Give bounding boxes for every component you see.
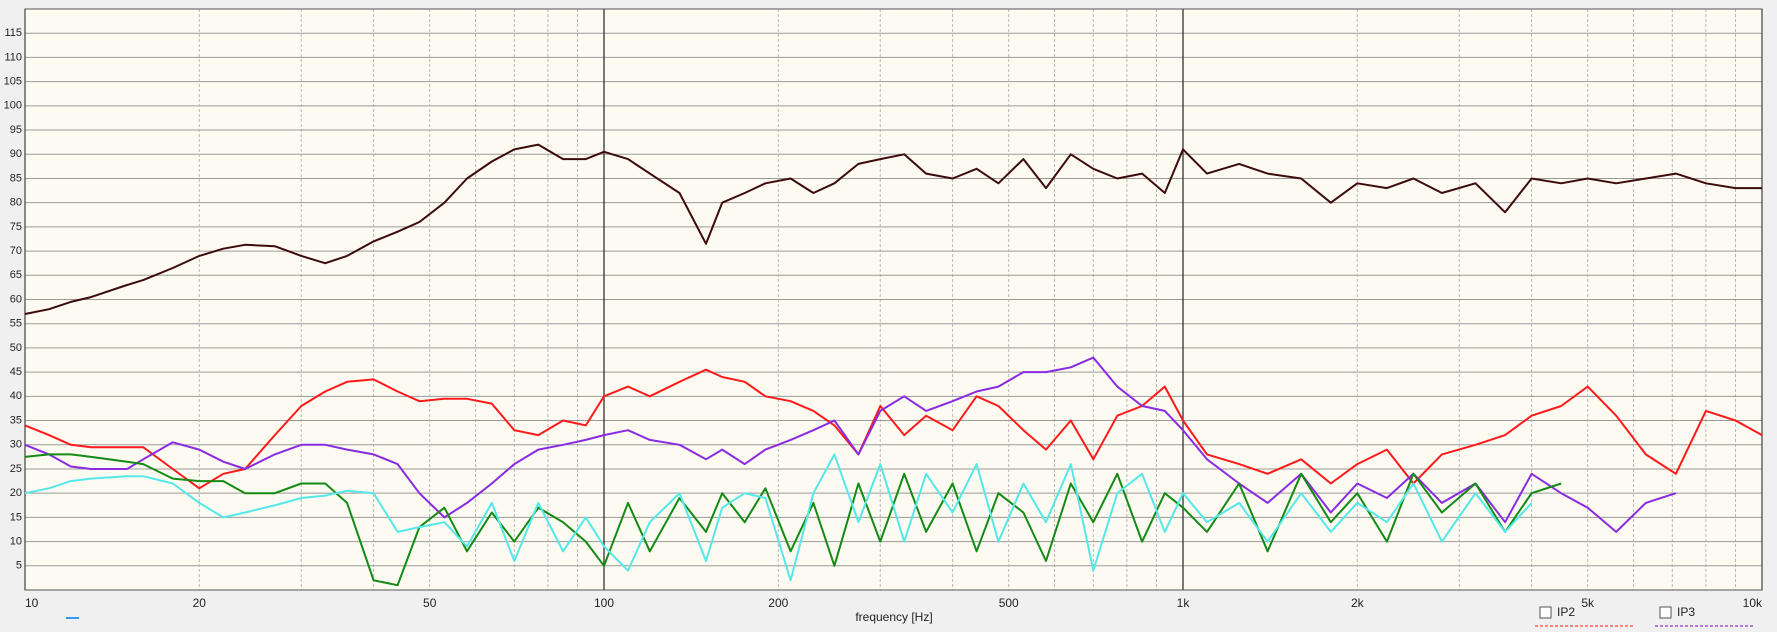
y-tick-label: 65 (10, 269, 22, 281)
y-tick-label: 45 (10, 366, 22, 378)
y-tick-label: 100 (4, 100, 22, 112)
y-tick-label: 55 (10, 318, 22, 330)
y-tick-label: 25 (10, 463, 22, 475)
legend-checkbox[interactable] (1659, 606, 1672, 619)
x-tick-label: 10k (1743, 596, 1763, 610)
y-tick-label: 85 (10, 172, 22, 184)
legend-checkbox[interactable] (1539, 606, 1552, 619)
series-line (24, 453, 1533, 582)
y-tick-label: 50 (10, 342, 22, 354)
y-tick-label: 30 (10, 439, 22, 451)
y-tick-label: 40 (10, 390, 22, 402)
x-tick-label: 500 (999, 596, 1019, 610)
y-tick-label: 5 (16, 560, 22, 572)
x-tick-label: 50 (423, 596, 437, 610)
x-tick-label: 5k (1581, 596, 1595, 610)
legend-label: IP2 (1557, 605, 1575, 619)
x-axis-label: frequency [Hz] (855, 610, 932, 624)
y-tick-label: 115 (4, 27, 22, 39)
y-tick-label: 110 (4, 51, 22, 63)
x-tick-label: 200 (768, 596, 788, 610)
x-tick-label: 2k (1351, 596, 1365, 610)
y-tick-label: 90 (10, 148, 22, 160)
y-tick-label: 95 (10, 124, 22, 136)
y-tick-label: 20 (10, 487, 22, 499)
y-tick-label: 80 (10, 197, 22, 209)
plot-border (24, 8, 1763, 591)
x-tick-label: 20 (193, 596, 207, 610)
y-tick-label: 70 (10, 245, 22, 257)
y-tick-label: 60 (10, 293, 22, 305)
series-line (24, 143, 1762, 315)
x-tick-label: 1k (1177, 596, 1191, 610)
x-tick-label: 100 (594, 596, 614, 610)
series-line (24, 368, 1763, 490)
x-tick-label: 10 (25, 596, 39, 610)
series-line (24, 356, 1677, 533)
y-tick-label: 105 (4, 76, 22, 88)
y-tick-label: 35 (10, 414, 22, 426)
y-tick-label: 10 (10, 535, 22, 547)
legend-label: IP3 (1677, 605, 1695, 619)
y-tick-label: 15 (10, 511, 22, 523)
y-tick-label: 75 (10, 221, 22, 233)
